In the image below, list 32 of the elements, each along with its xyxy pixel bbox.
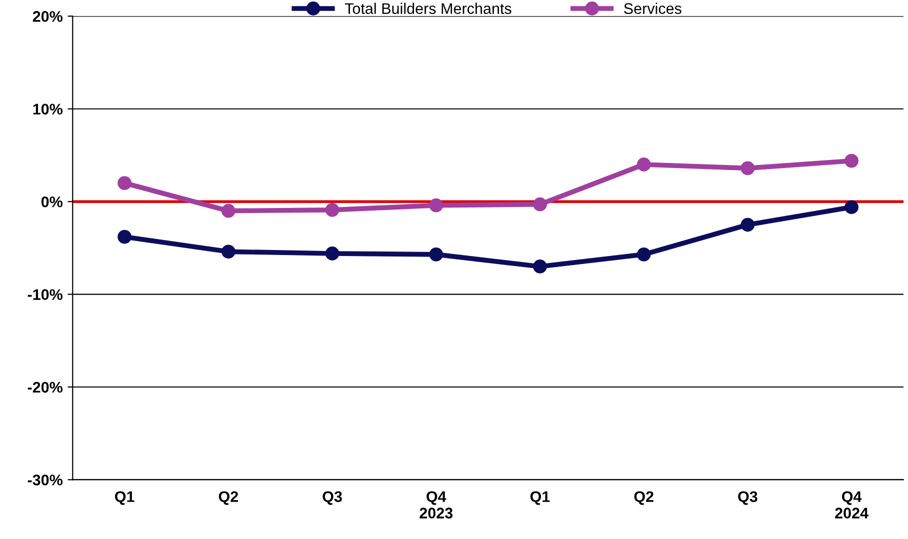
point [533,260,547,274]
point [325,246,340,260]
x-tick-label: Q4 2023 [420,491,453,519]
point [844,200,858,214]
point [118,230,132,244]
point [740,161,755,176]
point [118,176,132,190]
x-tick-label: Q3 [738,491,758,505]
x-tick-label: Q1 [530,491,550,505]
x-tick-label: Q4 2024 [835,491,868,518]
x-tick-label: Q2 [634,491,654,505]
y-tick-label: 10% [33,104,63,115]
legend-label: Total Builders Merchants [344,2,512,14]
x-tick-label: Q2 [218,491,238,505]
legend-label: Services [624,2,682,14]
point [533,197,547,212]
point [429,198,444,212]
point [636,158,651,172]
y-tick-label: -10% [28,289,63,300]
x-tick-label: Q3 [322,491,342,505]
point [221,244,236,259]
point [844,154,858,168]
point [740,218,755,232]
point [221,204,236,218]
point [636,247,651,262]
point [325,202,340,217]
y-tick-label: 0% [41,196,63,208]
y-tick-label: -20% [28,382,63,393]
y-tick-label: -30% [28,474,63,486]
y-tick-label: 20% [32,11,63,22]
x-tick-label: Q1 [115,491,134,505]
point [429,247,444,262]
